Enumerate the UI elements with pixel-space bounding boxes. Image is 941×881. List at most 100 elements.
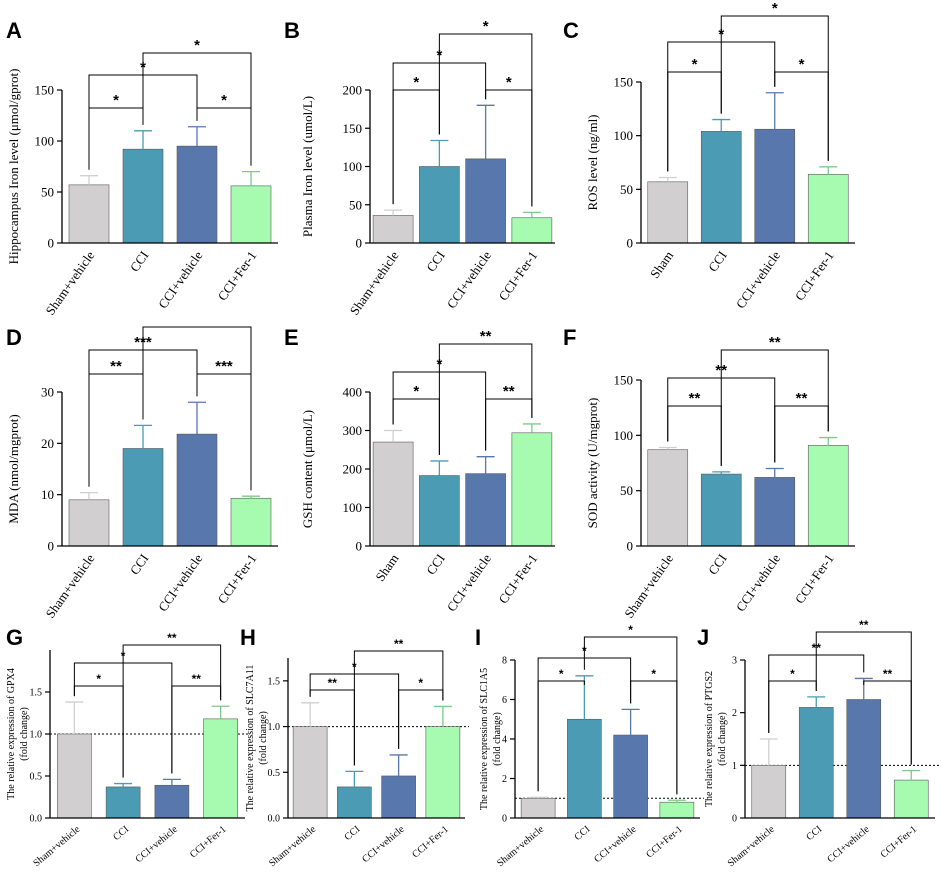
significance-label: **: [192, 672, 202, 686]
x-tick-label: CCI: [423, 551, 448, 577]
bar: [465, 473, 506, 547]
bar: [68, 499, 110, 547]
significance-label: **: [328, 676, 338, 690]
y-tick-label: 300: [343, 423, 363, 438]
bar: [659, 801, 695, 819]
y-tick-label: 0: [627, 236, 634, 251]
y-tick-label: 6: [502, 695, 507, 706]
bar: [122, 448, 164, 547]
bar: [419, 166, 460, 244]
bar: [700, 131, 742, 244]
x-tick-label: CCI: [705, 551, 730, 577]
significance-label: *: [113, 92, 119, 109]
panel-letter: G: [6, 625, 23, 650]
y-axis-label: The relative expression of GPX4: [6, 668, 17, 800]
panel-letter: B: [284, 18, 300, 43]
panel-e: E GSH content (μmol/L) 0 100 200 300 400 Sham CC…: [284, 325, 555, 614]
x-tick-label: Sham: [372, 551, 401, 584]
y-tick-label: 0.0: [268, 814, 281, 825]
panel-letter: F: [563, 325, 576, 350]
bar: [230, 185, 272, 244]
x-tick-label: CCI: [127, 551, 152, 577]
bar: [754, 477, 796, 547]
significance-label: *: [692, 56, 698, 73]
panel-a: A Hippocampus Iron level (μmol/gprot) 0 50 1…: [6, 18, 278, 318]
bar: [511, 217, 553, 244]
y-axis-label-unit: (fold change): [258, 711, 269, 765]
x-tick-label: CCI+vehicle: [733, 248, 784, 311]
y-tick-label: 100: [343, 500, 363, 515]
bar: [647, 449, 689, 547]
significance-label: *: [651, 667, 656, 681]
y-axis-label: Plasma Iron level (umol/L): [300, 96, 315, 237]
y-tick-label: 0: [502, 814, 507, 825]
bar: [154, 784, 190, 819]
y-tick-label: 2: [732, 708, 737, 719]
y-tick-label: 1.5: [30, 688, 43, 699]
significance-label: *: [559, 667, 564, 681]
bar: [176, 433, 218, 547]
y-axis-label-unit: (fold change): [717, 712, 728, 766]
significance-label: **: [859, 618, 869, 632]
x-tick-label: CCI+Fer-1: [792, 551, 837, 606]
x-tick-label: Sham+vehicle: [347, 248, 402, 318]
bar: [122, 148, 164, 244]
y-tick-label: 0: [356, 236, 363, 251]
bar: [613, 734, 648, 819]
bar: [381, 775, 416, 819]
y-tick-label: 2: [502, 774, 507, 785]
significance-label: *: [413, 383, 419, 400]
x-tick-label: CCI+Fer-1: [792, 248, 837, 303]
x-tick-label: CCI+Fer-1: [495, 551, 540, 606]
significance-bracket: [438, 343, 533, 455]
panel-c: C ROS level (ng/ml) 0 50 100 150 Sham CCI CCI+ve…: [563, 0, 855, 311]
significance-label: **: [110, 358, 122, 375]
panel-h: H The relative expression of SLC7A11 (fold…: [240, 625, 469, 869]
y-axis-label-unit: (fold change): [492, 712, 503, 766]
panel-letter: D: [6, 325, 22, 350]
bar: [647, 181, 689, 244]
significance-label: *: [790, 667, 795, 681]
panel-b: B Plasma Iron level (umol/L) 0 50 100 150 200 S…: [284, 18, 555, 318]
x-tick-label: CCI: [705, 248, 730, 274]
y-tick-label: 0.5: [268, 768, 281, 779]
significance-bracket: [142, 326, 252, 491]
bar: [465, 158, 506, 244]
y-tick-label: 1.0: [268, 722, 281, 733]
bar: [419, 475, 460, 547]
significance-bracket: [720, 15, 829, 161]
y-tick-label: 150: [614, 373, 634, 388]
panel-j: J The relative expression of PTGS2 (fold c…: [697, 618, 939, 869]
x-tick-label: CCI+vehicle: [134, 824, 181, 866]
significance-bracket: [142, 52, 252, 166]
x-tick-label: CCI+Fer-1: [215, 248, 260, 303]
y-tick-label: 0: [356, 539, 363, 554]
panel-letter: C: [563, 18, 579, 43]
y-tick-label: 50: [620, 182, 633, 197]
y-tick-label: 1.0: [30, 730, 43, 741]
bar: [807, 174, 849, 244]
y-tick-label: 20: [41, 436, 54, 451]
y-axis-label: SOD activity (U/mgprot): [585, 398, 600, 529]
y-tick-label: 10: [41, 487, 54, 502]
significance-label: *: [418, 676, 423, 690]
bar: [807, 444, 849, 547]
y-tick-label: 150: [343, 121, 363, 136]
bar: [68, 184, 110, 244]
significance-label: **: [394, 637, 404, 651]
y-tick-label: 30: [41, 385, 54, 400]
significance-label: *: [221, 92, 227, 109]
bar: [700, 473, 742, 547]
significance-label: ***: [215, 358, 233, 375]
y-tick-label: 150: [614, 75, 634, 90]
y-tick-label: 100: [35, 134, 55, 149]
bar: [425, 726, 461, 819]
panel-i: I The relative expression of SLC1A5 (fold …: [475, 623, 704, 869]
y-tick-label: 400: [343, 385, 363, 400]
significance-bracket: [720, 349, 829, 466]
significance-label: *: [194, 37, 200, 54]
panel-letter: I: [475, 625, 481, 650]
x-tick-label: CCI: [423, 248, 448, 274]
y-axis-label: The relative expression of SLC7A11: [245, 665, 256, 812]
